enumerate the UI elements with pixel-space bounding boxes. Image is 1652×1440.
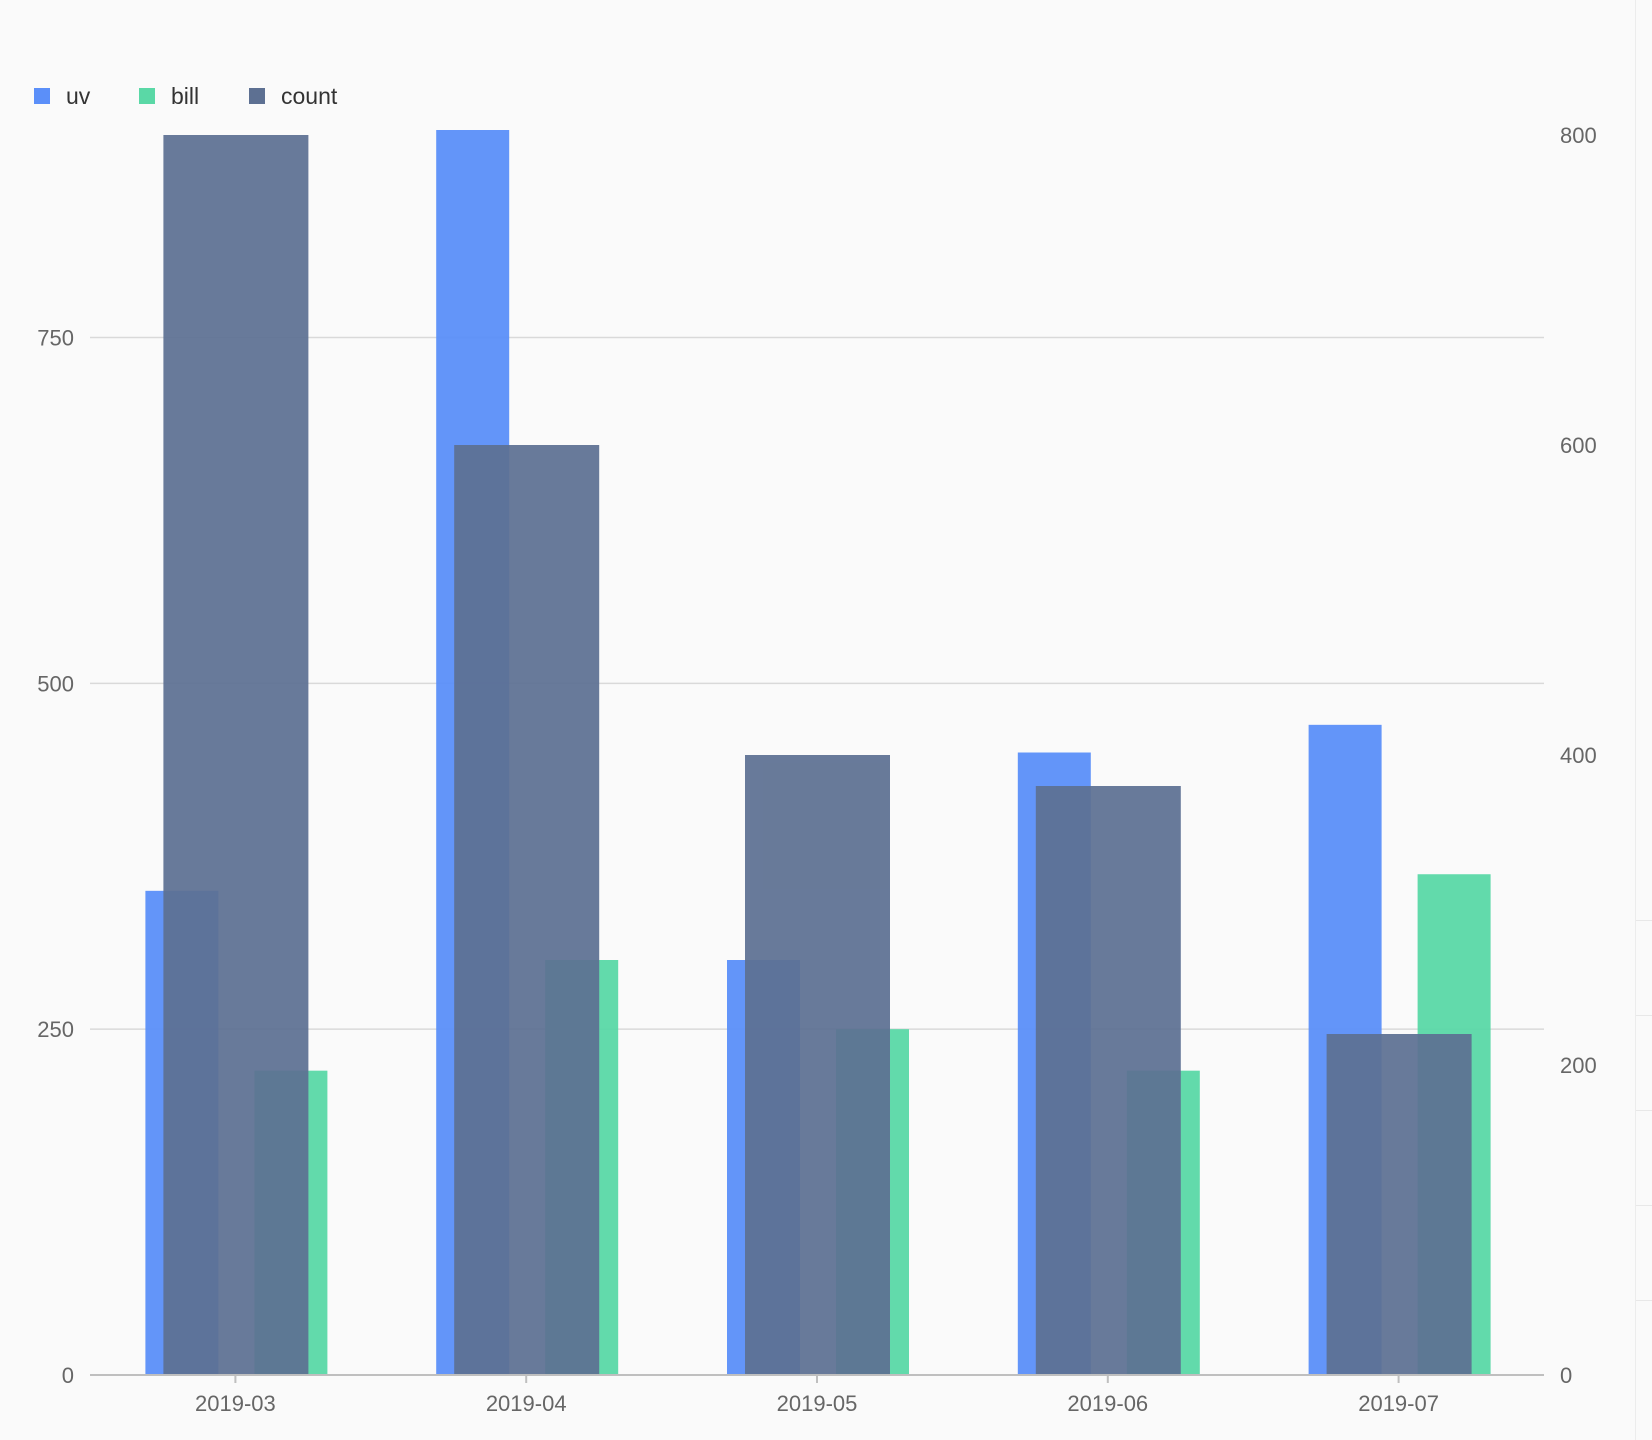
right-axis: 0 200 400 600 800 (1560, 123, 1597, 1388)
bar-count[interactable] (1035, 786, 1181, 1375)
x-tick-label: 2019-04 (486, 1391, 567, 1416)
legend-item-uv[interactable]: uv (34, 83, 91, 109)
bar-count[interactable] (745, 755, 890, 1375)
legend-item-bill[interactable]: bill (139, 83, 199, 109)
x-tick-label: 2019-05 (777, 1391, 858, 1416)
legend-swatch (249, 88, 265, 104)
right-tick-label: 800 (1560, 123, 1597, 148)
right-tick-label: 400 (1560, 743, 1597, 768)
legend-label: uv (66, 83, 91, 109)
right-tick-label: 200 (1560, 1053, 1597, 1078)
legend-label: count (281, 83, 338, 109)
left-tick-label: 500 (37, 671, 74, 696)
legend-item-count[interactable]: count (249, 83, 338, 109)
bars-right-axis (163, 135, 1472, 1375)
legend-swatch (139, 88, 155, 104)
right-tick-label: 600 (1560, 433, 1597, 458)
legend-label: bill (171, 83, 199, 109)
legend: uv bill count (34, 83, 338, 109)
x-tick-label: 2019-06 (1067, 1391, 1148, 1416)
left-tick-label: 250 (37, 1017, 74, 1042)
bar-count[interactable] (1326, 1034, 1472, 1375)
x-axis: 2019-03 2019-04 2019-05 2019-06 2019-07 (90, 1374, 1544, 1416)
left-tick-label: 750 (37, 326, 74, 351)
legend-swatch (34, 88, 50, 104)
x-tick-label: 2019-07 (1358, 1391, 1439, 1416)
bar-count[interactable] (163, 135, 309, 1375)
bar-count[interactable] (454, 445, 600, 1375)
right-tick-label: 0 (1560, 1363, 1572, 1388)
left-tick-label: 0 (62, 1363, 74, 1388)
left-axis: 0 250 500 750 (37, 326, 74, 1389)
x-tick-label: 2019-03 (195, 1391, 276, 1416)
window-edge (1635, 0, 1652, 1440)
